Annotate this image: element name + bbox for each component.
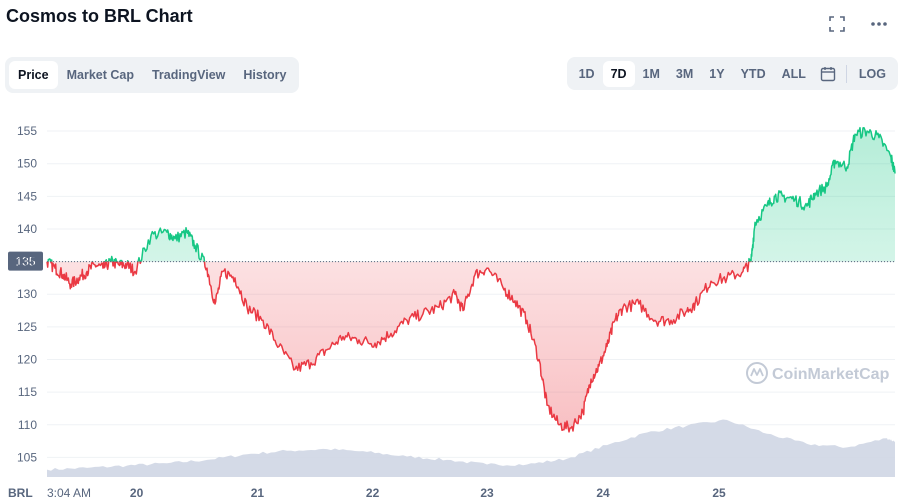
- range-1m[interactable]: 1M: [642, 66, 660, 81]
- y-tick-label: 120: [17, 353, 37, 367]
- range-divider: [845, 64, 847, 83]
- range-1y[interactable]: 1Y: [709, 66, 725, 81]
- chart-type-tabs: Price Market Cap TradingView History: [5, 57, 300, 93]
- reference-line-layer: 135: [8, 251, 895, 271]
- price-fill-layer: [47, 127, 895, 432]
- grid-lines: [47, 130, 895, 458]
- price-line-up: [46, 126, 896, 262]
- y-tick-label: 130: [17, 287, 37, 301]
- range-ytd[interactable]: YTD: [740, 66, 766, 81]
- volume-area-layer: [47, 419, 895, 477]
- y-tick-label: 155: [17, 124, 37, 138]
- y-tick-label: 110: [18, 418, 37, 432]
- watermark-layer: CoinMarketCap: [746, 362, 890, 384]
- x-tick-label: 21: [251, 486, 265, 500]
- range-all[interactable]: ALL: [781, 66, 806, 81]
- more-icon[interactable]: [869, 14, 889, 34]
- x-axis: BRL 3:04 AM 20 21 22 23 24 25: [8, 486, 726, 500]
- tab-history[interactable]: History: [243, 68, 287, 82]
- y-tick-label: 150: [17, 157, 37, 171]
- x-tick-label: 20: [130, 486, 144, 500]
- log-scale-toggle[interactable]: LOG: [858, 66, 886, 81]
- chart-title: Cosmos to BRL Chart: [6, 6, 193, 26]
- y-tick-label: 145: [17, 189, 37, 203]
- tab-price[interactable]: Price: [9, 61, 58, 89]
- y-tick-label: 135: [17, 255, 37, 269]
- tab-tradingview[interactable]: TradingView: [151, 68, 226, 82]
- tab-market-cap[interactable]: Market Cap: [66, 68, 134, 82]
- y-axis: 105 110 115 120 125 130 135 140 145 150 155: [17, 124, 37, 464]
- currency-label: BRL: [8, 486, 33, 500]
- y-tick-label: 125: [17, 320, 37, 334]
- reference-badge: [8, 251, 43, 271]
- range-7d[interactable]: 7D: [602, 60, 635, 87]
- x-tick-label: 22: [366, 486, 380, 500]
- range-1d[interactable]: 1D: [578, 66, 595, 81]
- x-tick-label: 24: [596, 486, 610, 500]
- range-3m[interactable]: 3M: [675, 66, 694, 81]
- volume-area: [47, 419, 895, 477]
- time-range-selector: 1D 7D 1M 3M 1Y YTD ALL LOG: [566, 57, 898, 90]
- price-line-layer: [46, 126, 896, 433]
- price-fill-down: [47, 261, 749, 432]
- x-tick-label: 23: [480, 486, 494, 500]
- chart-toolbar-icons: [827, 14, 889, 34]
- watermark-text: CoinMarketCap: [772, 366, 890, 383]
- coinmarketcap-logo-icon: [746, 362, 768, 384]
- y-tick-label: 105: [17, 450, 37, 464]
- price-fill-up: [47, 127, 895, 262]
- price-line-down: [46, 261, 752, 433]
- reference-label: 135: [15, 255, 35, 269]
- fullscreen-icon[interactable]: [827, 14, 847, 34]
- x-tick-label: 25: [712, 486, 726, 500]
- y-tick-label: 140: [17, 222, 37, 236]
- calendar-icon[interactable]: [814, 66, 842, 82]
- x-start-label: 3:04 AM: [47, 486, 91, 500]
- y-tick-label: 115: [18, 385, 37, 399]
